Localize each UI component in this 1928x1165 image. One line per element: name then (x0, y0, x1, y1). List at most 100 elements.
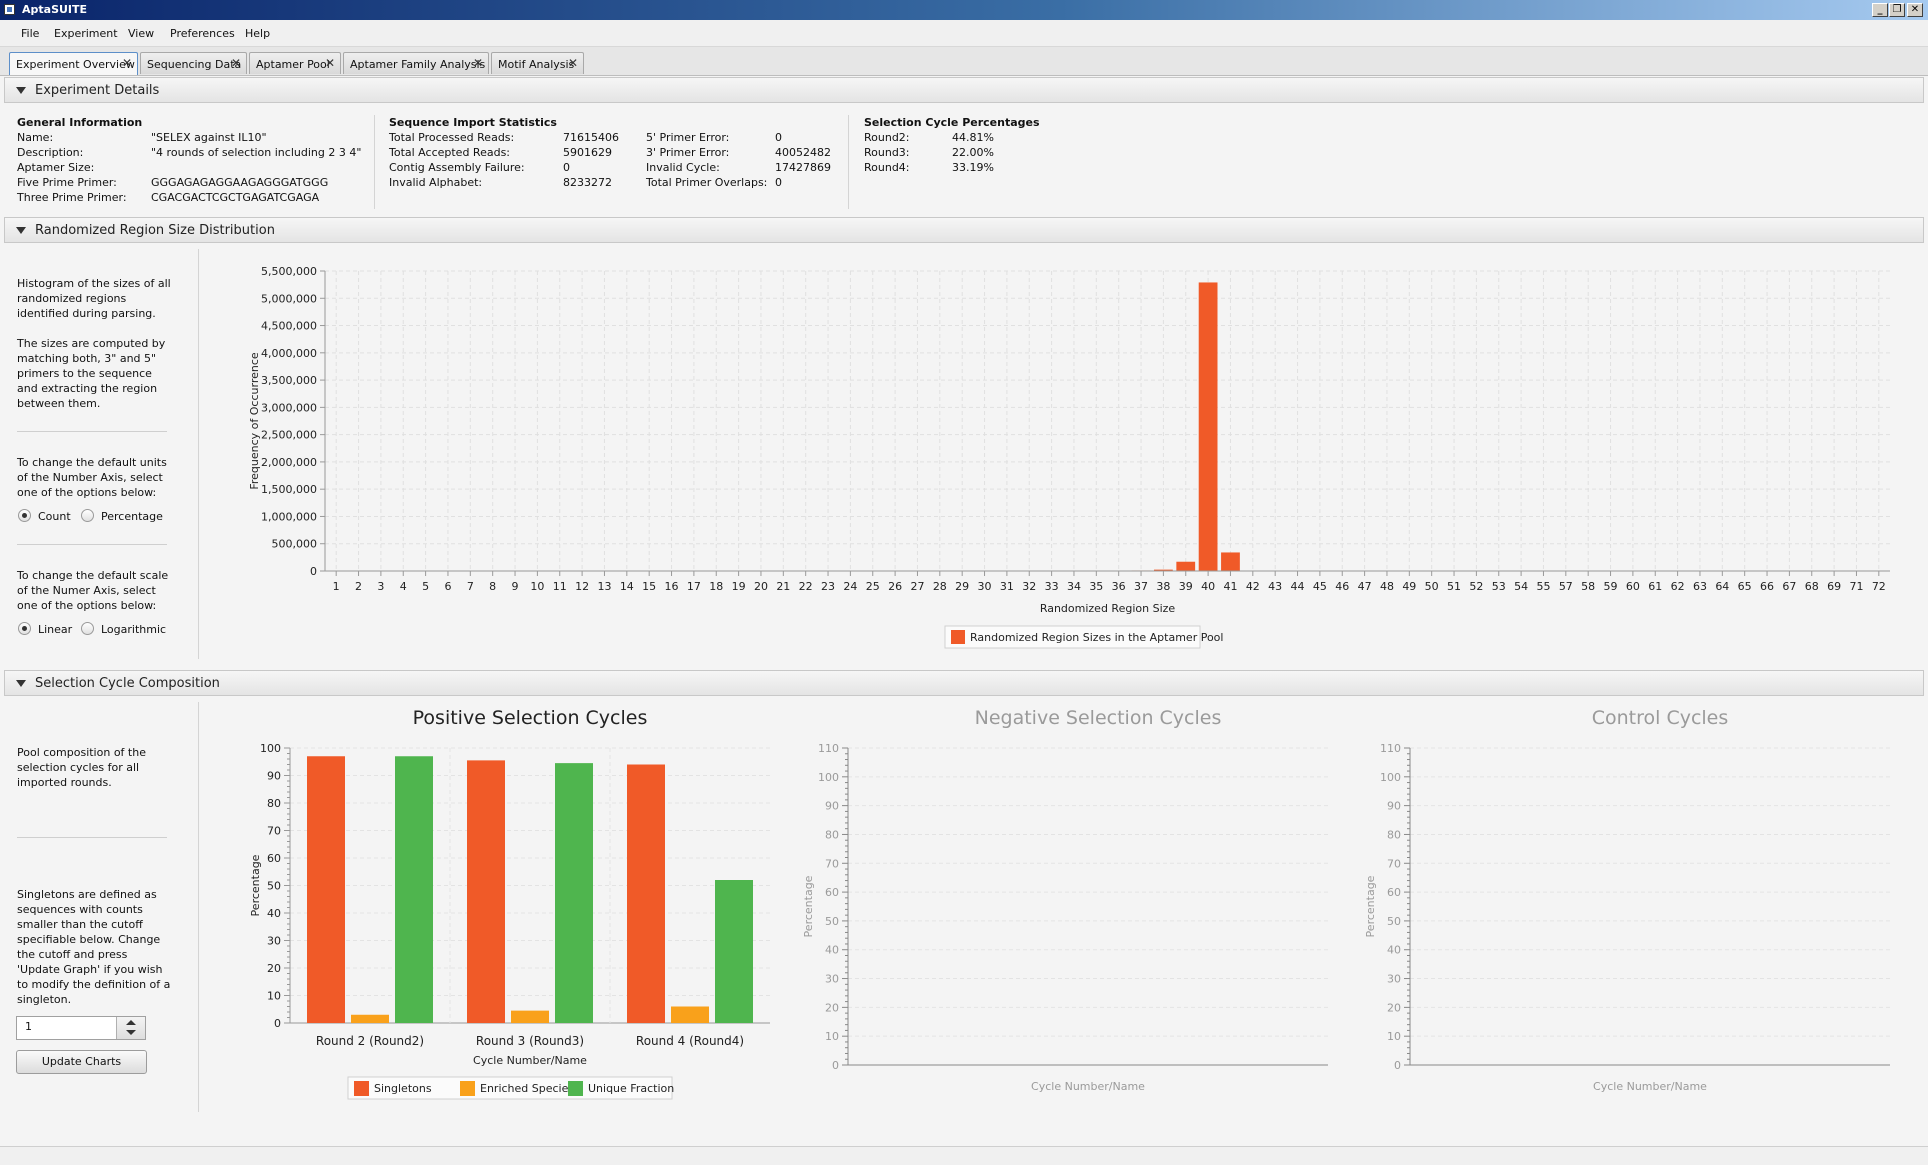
x-tick-label: Round 3 (Round3) (476, 1034, 584, 1048)
increment-arrow-icon[interactable] (126, 1020, 136, 1025)
info-value: "SELEX against IL10" (151, 131, 267, 144)
close-tab-icon[interactable]: ✕ (231, 56, 241, 70)
y-axis-label: Percentage (1364, 875, 1377, 937)
close-icon[interactable]: ✕ (1907, 3, 1923, 17)
cutoff-value[interactable]: 1 (25, 1020, 32, 1033)
x-tick-label: 4 (400, 580, 407, 593)
x-tick-label: 13 (597, 580, 611, 593)
x-tick-label: 29 (955, 580, 969, 593)
stat-label: Total Primer Overlaps: (646, 176, 767, 189)
app-icon (4, 4, 15, 15)
composition-header[interactable]: Selection Cycle Composition (4, 670, 1924, 696)
legend-swatch (460, 1081, 475, 1096)
collapse-arrow-icon[interactable] (16, 227, 26, 234)
x-tick-label: 48 (1380, 580, 1394, 593)
x-tick-label: 39 (1179, 580, 1193, 593)
bar (395, 756, 433, 1023)
tab-aptamer-family-analysis[interactable]: Aptamer Family Analysis✕ (343, 52, 489, 74)
close-tab-icon[interactable]: ✕ (325, 56, 335, 70)
x-tick-label: 34 (1067, 580, 1081, 593)
x-tick-label: 64 (1715, 580, 1729, 593)
minimize-icon[interactable]: _ (1872, 3, 1888, 17)
y-tick-label: 20 (1387, 1001, 1401, 1014)
y-tick-label: 0 (310, 565, 317, 578)
y-tick-label: 1,500,000 (261, 483, 317, 496)
tab-sequencing-data[interactable]: Sequencing Data✕ (140, 52, 247, 74)
menu-view[interactable]: View (128, 27, 154, 40)
percentage-radio-label[interactable]: Percentage (101, 510, 163, 523)
menu-file[interactable]: File (21, 27, 39, 40)
x-tick-label: 21 (776, 580, 790, 593)
section-title: Selection Cycle Composition (35, 676, 220, 691)
menu-help[interactable]: Help (245, 27, 270, 40)
cycle-label: Round2: (864, 131, 910, 144)
collapse-arrow-icon[interactable] (16, 680, 26, 687)
y-tick-label: 70 (825, 857, 839, 870)
linear-radio[interactable] (18, 622, 31, 635)
tab-aptamer-pool[interactable]: Aptamer Pool✕ (249, 52, 341, 74)
x-tick-label: 53 (1492, 580, 1506, 593)
percentage-radio[interactable] (81, 509, 94, 522)
logarithmic-radio-label[interactable]: Logarithmic (101, 623, 166, 636)
decrement-arrow-icon[interactable] (126, 1030, 136, 1035)
y-tick-label: 0 (274, 1017, 281, 1030)
stat-value: 0 (775, 176, 782, 189)
x-axis-label: Cycle Number/Name (1593, 1080, 1707, 1093)
x-tick-label: Round 4 (Round4) (636, 1034, 744, 1048)
y-tick-label: 10 (267, 990, 281, 1003)
x-tick-label: 52 (1469, 580, 1483, 593)
y-axis-label: Percentage (249, 854, 262, 916)
y-tick-label: 0 (832, 1059, 839, 1072)
x-tick-label: 1 (333, 580, 340, 593)
logarithmic-radio[interactable] (81, 622, 94, 635)
divider (17, 837, 167, 838)
x-tick-label: Round 2 (Round2) (316, 1034, 424, 1048)
info-value: GGGAGAGAGGAAGAGGGATGGG (151, 176, 328, 189)
menu-experiment[interactable]: Experiment (54, 27, 118, 40)
collapse-arrow-icon[interactable] (16, 87, 26, 94)
close-tab-icon[interactable]: ✕ (473, 56, 483, 70)
y-tick-label: 110 (1380, 742, 1401, 755)
stat-value: 0 (563, 161, 570, 174)
tab-label: Sequencing Data (147, 58, 241, 71)
y-tick-label: 50 (267, 880, 281, 893)
experiment-details-header[interactable]: Experiment Details (4, 77, 1924, 103)
tab-bar: Experiment Overview✕ Sequencing Data✕ Ap… (0, 47, 1928, 76)
y-tick-label: 3,000,000 (261, 401, 317, 414)
y-tick-label: 3,500,000 (261, 374, 317, 387)
close-tab-icon[interactable]: ✕ (568, 56, 578, 70)
divider (17, 431, 167, 432)
stat-label: Contig Assembly Failure: (389, 161, 525, 174)
window-title: AptaSUITE (22, 3, 87, 16)
tab-label: Motif Analysis (498, 58, 574, 71)
linear-radio-label[interactable]: Linear (38, 623, 72, 636)
y-tick-label: 30 (1387, 973, 1401, 986)
y-tick-label: 50 (1387, 915, 1401, 928)
region-size-header[interactable]: Randomized Region Size Distribution (4, 217, 1924, 243)
bar (627, 765, 665, 1024)
x-tick-label: 71 (1849, 580, 1863, 593)
x-axis-label: Cycle Number/Name (473, 1054, 587, 1067)
menu-preferences[interactable]: Preferences (170, 27, 235, 40)
cutoff-spinner[interactable]: 1 (16, 1016, 146, 1040)
y-tick-label: 20 (825, 1001, 839, 1014)
count-radio[interactable] (18, 509, 31, 522)
x-tick-label: 12 (575, 580, 589, 593)
cycle-label: Round4: (864, 161, 910, 174)
tab-experiment-overview[interactable]: Experiment Overview✕ (9, 52, 138, 75)
histogram-description: Histogram of the sizes of all randomized… (17, 276, 171, 411)
tab-label: Experiment Overview (16, 58, 135, 71)
x-tick-label: 49 (1402, 580, 1416, 593)
x-tick-label: 46 (1335, 580, 1349, 593)
stat-label: 3' Primer Error: (646, 146, 729, 159)
y-tick-label: 60 (1387, 886, 1401, 899)
count-radio-label[interactable]: Count (38, 510, 71, 523)
info-value: CGACGACTCGCTGAGATCGAGA (151, 191, 319, 204)
info-label: Aptamer Size: (17, 161, 94, 174)
restore-icon[interactable]: ❐ (1889, 3, 1905, 17)
x-tick-label: 10 (530, 580, 544, 593)
tab-motif-analysis[interactable]: Motif Analysis✕ (491, 52, 584, 74)
stat-value: 40052482 (775, 146, 831, 159)
close-tab-icon[interactable]: ✕ (122, 56, 132, 70)
update-charts-button[interactable]: Update Charts (16, 1050, 147, 1074)
